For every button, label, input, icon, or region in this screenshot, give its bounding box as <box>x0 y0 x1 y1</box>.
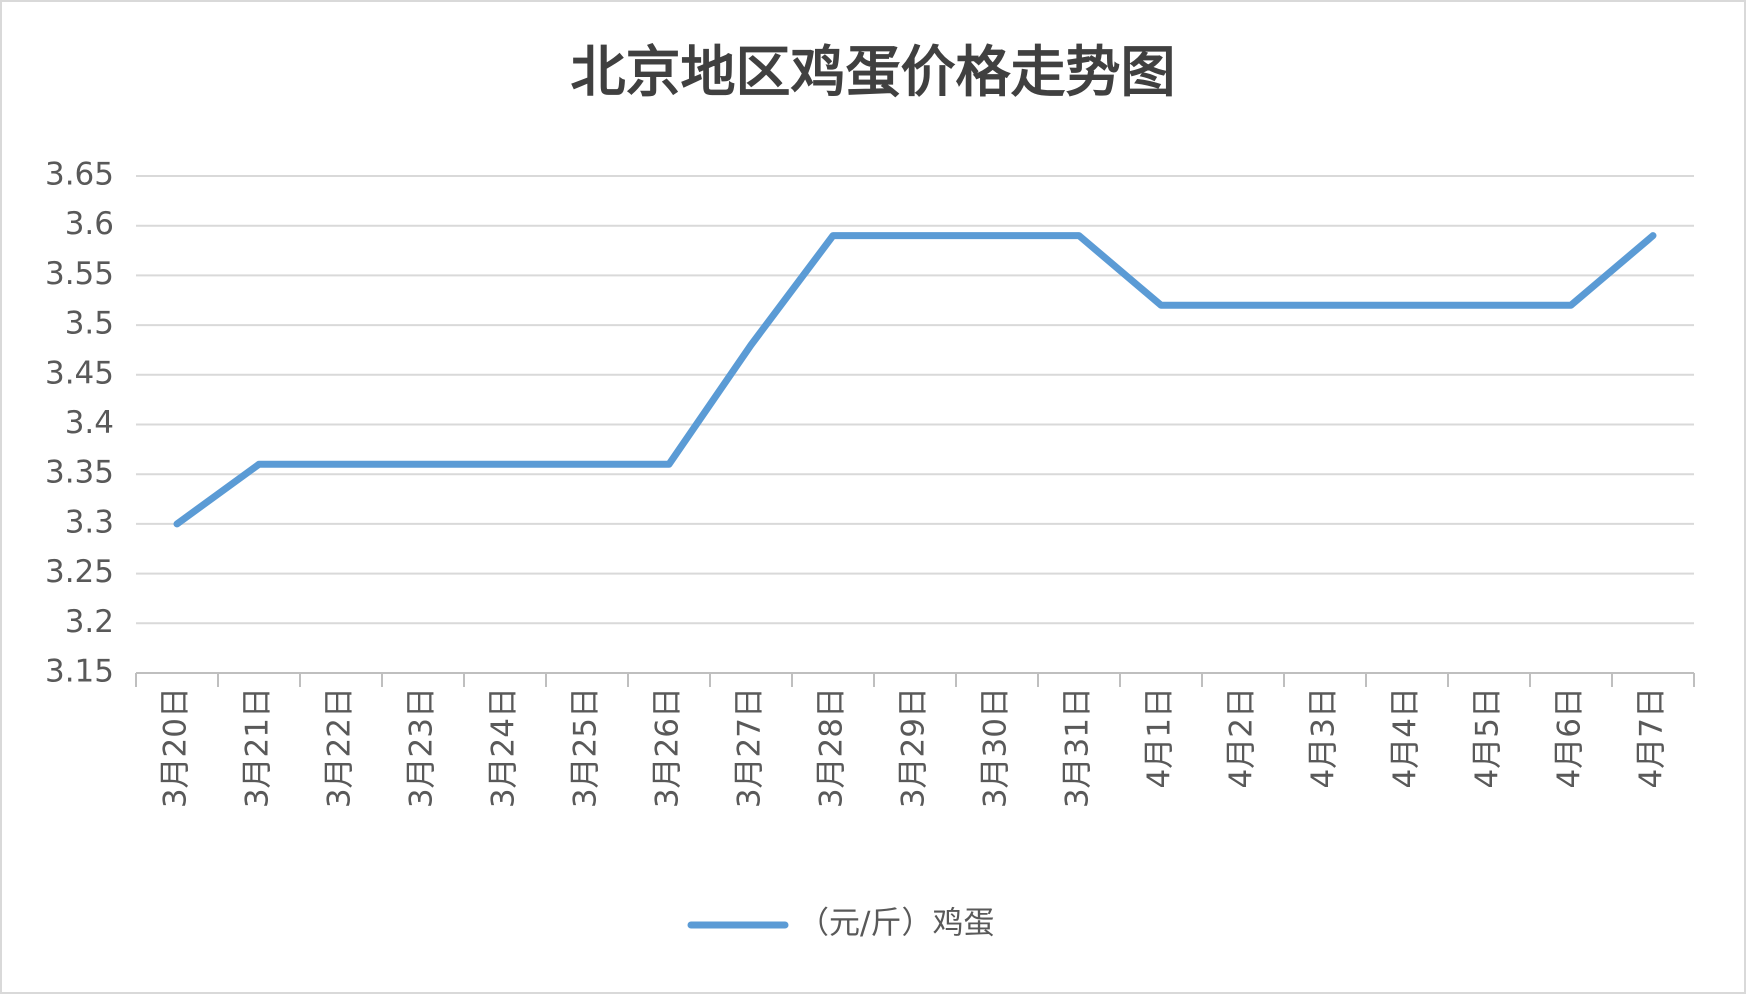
y-tick-label: 3.25 <box>45 554 114 590</box>
y-tick-label: 3.55 <box>45 256 114 292</box>
x-tick-label: 3月22日 <box>322 687 358 808</box>
x-tick-label: 4月2日 <box>1224 687 1260 788</box>
y-tick-label: 3.65 <box>45 157 114 193</box>
y-tick-label: 3.15 <box>45 654 114 690</box>
x-tick-label: 3月25日 <box>568 687 604 808</box>
x-tick-label: 3月23日 <box>404 687 440 808</box>
chart-title: 北京地区鸡蛋价格走势图 <box>570 40 1175 104</box>
x-tick-label: 4月7日 <box>1634 687 1670 788</box>
x-tick-label: 4月1日 <box>1142 687 1178 788</box>
x-tick-label: 4月4日 <box>1388 687 1424 788</box>
x-tick-label: 4月5日 <box>1470 687 1506 788</box>
x-tick-label: 3月27日 <box>732 687 768 808</box>
x-tick-label: 3月21日 <box>240 687 276 808</box>
y-tick-label: 3.6 <box>65 206 114 242</box>
x-tick-label: 4月3日 <box>1306 687 1342 788</box>
y-tick-label: 3.4 <box>65 405 114 441</box>
y-tick-label: 3.45 <box>45 355 114 391</box>
x-tick-label: 4月6日 <box>1552 687 1588 788</box>
line-series <box>173 232 1657 528</box>
y-tick-label: 3.35 <box>45 455 114 491</box>
x-tick-label: 3月24日 <box>486 687 522 808</box>
x-tick-label: 3月31日 <box>1060 687 1096 808</box>
y-tick-label: 3.3 <box>65 504 114 540</box>
x-tick-label: 3月29日 <box>896 687 932 808</box>
y-tick-label: 3.5 <box>65 306 114 342</box>
x-tick-label: 3月28日 <box>814 687 850 808</box>
y-tick-label: 3.2 <box>65 604 114 640</box>
x-tick-label: 3月30日 <box>978 687 1014 808</box>
x-tick-label: 3月20日 <box>158 687 194 808</box>
legend-label: （元/斤）鸡蛋 <box>798 906 994 942</box>
x-tick-label: 3月26日 <box>650 687 686 808</box>
